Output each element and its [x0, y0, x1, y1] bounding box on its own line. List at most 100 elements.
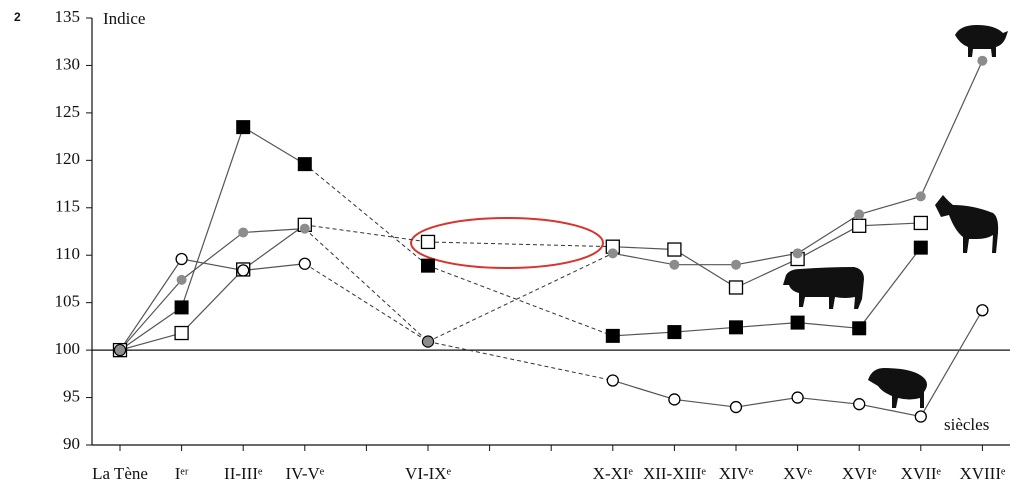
x-axis-label: siècles [944, 415, 989, 434]
marker [606, 329, 620, 343]
y-tick-label: 120 [55, 149, 81, 168]
marker [299, 258, 310, 269]
line-segment [859, 248, 921, 329]
y-axis-label: Indice [103, 9, 145, 28]
marker [793, 248, 803, 258]
marker [792, 392, 803, 403]
x-tick-label: Iᵉʳ [175, 464, 189, 483]
marker [669, 260, 679, 270]
marker [608, 248, 618, 258]
line-segment [921, 310, 983, 416]
y-tick-label: 95 [63, 386, 80, 405]
line-segment [674, 250, 736, 288]
line-segment [243, 127, 305, 164]
marker [915, 411, 926, 422]
line-segment [428, 242, 613, 247]
line-segment [613, 247, 675, 250]
x-tick-label: XIVᵉ [719, 464, 754, 483]
line-segment [305, 164, 428, 266]
line-segment [243, 264, 305, 271]
marker [423, 337, 433, 347]
x-tick-label: II-IIIᵉ [224, 464, 263, 483]
marker [854, 399, 865, 410]
marker [177, 275, 187, 285]
y-tick-label: 125 [55, 102, 81, 121]
x-tick-label: IV-Vᵉ [285, 464, 324, 483]
line-segment [613, 380, 675, 399]
y-tick-label: 90 [63, 434, 80, 453]
marker [852, 321, 866, 335]
line-segment [613, 253, 675, 264]
marker [977, 56, 987, 66]
line-segment [674, 399, 736, 407]
line-segment [182, 232, 244, 279]
y-tick-label: 130 [55, 54, 81, 73]
y-tick-label: 105 [55, 292, 81, 311]
line-segment [613, 332, 675, 336]
line-segment [428, 253, 613, 341]
marker [914, 241, 928, 255]
horse-icon [935, 195, 998, 253]
marker [668, 243, 681, 256]
sheep-icon [868, 368, 927, 408]
x-tick-label: La Tène [92, 464, 148, 483]
marker [729, 320, 743, 334]
chart: 2 Indice siècles 90 95 100 105 110 115 120 125 1… [0, 0, 1017, 491]
line-segment [859, 404, 921, 416]
line-segment [305, 229, 428, 342]
line-segment [120, 280, 182, 350]
marker [731, 260, 741, 270]
x-tick-label: XVIIᵉ [901, 464, 942, 483]
marker [298, 157, 312, 171]
marker [115, 345, 125, 355]
x-tick-label: XII-XIIIᵉ [643, 464, 707, 483]
line-segment [428, 342, 613, 381]
line-segment [798, 226, 860, 259]
cow-icon [783, 267, 864, 309]
line-segment [305, 264, 428, 342]
line-segment [736, 323, 798, 328]
marker [731, 402, 742, 413]
line-segment [859, 196, 921, 214]
line-segment [921, 61, 983, 197]
marker [238, 227, 248, 237]
marker [854, 209, 864, 219]
marker [791, 316, 805, 330]
marker [175, 300, 189, 314]
y-tick-label: 100 [55, 339, 81, 358]
figure-number: 2 [14, 10, 21, 24]
line-segment [736, 398, 798, 407]
marker [421, 259, 435, 273]
line-segment [798, 323, 860, 329]
marker [667, 325, 681, 339]
marker [300, 224, 310, 234]
line-segment [182, 259, 244, 270]
line-segment [428, 266, 613, 336]
marker [669, 394, 680, 405]
line-segment [305, 225, 428, 242]
marker [422, 235, 435, 248]
y-tick-label: 110 [55, 244, 80, 263]
pig-icon [955, 25, 1008, 57]
x-tick-label: VI-IXᵉ [405, 464, 452, 483]
marker [236, 120, 250, 134]
y-tick-label: 135 [55, 7, 81, 26]
line-segment [120, 307, 182, 350]
x-tick-label: XVᵉ [783, 464, 813, 483]
marker [730, 281, 743, 294]
line-segment [674, 327, 736, 332]
highlight-ellipse [411, 218, 603, 268]
line-segment [798, 214, 860, 253]
marker [176, 254, 187, 265]
marker [914, 216, 927, 229]
line-segment [859, 223, 921, 226]
x-tick-label: X-XIᵉ [593, 464, 634, 483]
line-segment [120, 259, 182, 350]
marker [977, 305, 988, 316]
y-tick-label: 115 [55, 197, 80, 216]
marker [853, 219, 866, 232]
marker [607, 375, 618, 386]
marker [238, 265, 249, 276]
marker [916, 191, 926, 201]
x-tick-label: XVIᵉ [842, 464, 877, 483]
